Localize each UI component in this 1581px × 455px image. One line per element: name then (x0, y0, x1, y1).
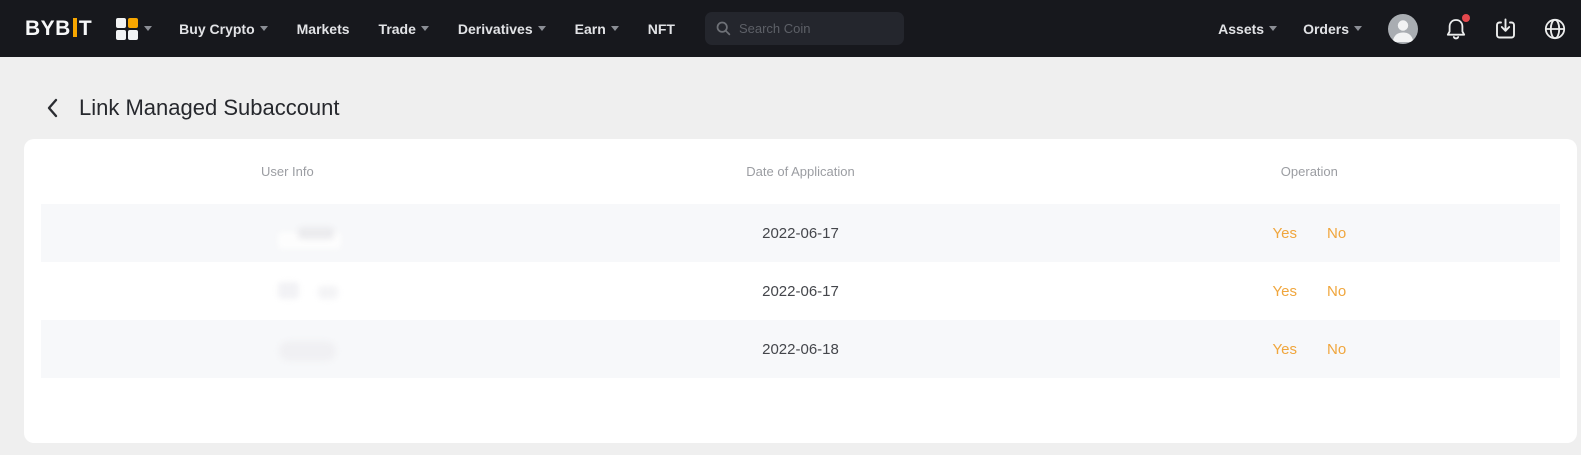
operation-cell: Yes No (1059, 225, 1560, 242)
language-button[interactable] (1543, 17, 1567, 41)
bybit-logo[interactable]: BYB T (25, 17, 92, 41)
user-avatar-icon (1392, 19, 1414, 42)
top-navbar: BYB T Buy Crypto Markets Trade Derivativ… (0, 0, 1581, 57)
operation-cell: Yes No (1059, 341, 1560, 358)
globe-icon (1544, 18, 1566, 39)
logo-text-right: T (78, 16, 93, 40)
apps-menu-button[interactable] (116, 17, 153, 40)
back-button[interactable] (46, 98, 58, 118)
page-header: Link Managed Subaccount (0, 57, 1581, 121)
notification-dot (1462, 13, 1470, 22)
chevron-down-icon (610, 26, 619, 31)
nav-item-label: Markets (296, 20, 350, 37)
nav-item-label: Assets (1218, 20, 1265, 37)
bell-icon (1446, 18, 1466, 39)
apps-grid-icon (116, 17, 139, 40)
approve-link[interactable]: Yes (1272, 340, 1297, 358)
table-row: 2022-06-18 Yes No (41, 320, 1560, 378)
notifications-button[interactable] (1444, 13, 1470, 42)
table-row: 2022-06-17 Yes No (41, 262, 1560, 320)
nav-item-derivatives[interactable]: Derivatives (458, 21, 546, 37)
navbar-right: Assets Orders (1218, 13, 1573, 44)
search-coin-box[interactable] (704, 12, 904, 45)
reject-link[interactable]: No (1327, 282, 1347, 300)
download-app-button[interactable] (1494, 17, 1517, 41)
nav-item-label: Derivatives (457, 20, 533, 37)
application-date: 2022-06-17 (762, 282, 839, 300)
page-title: Link Managed Subaccount (79, 95, 340, 120)
reject-link[interactable]: No (1327, 340, 1347, 358)
nav-item-markets[interactable]: Markets (297, 21, 350, 37)
user-info-cell (41, 320, 542, 378)
nav-item-label: Orders (1303, 20, 1349, 37)
approve-link[interactable]: Yes (1272, 224, 1297, 242)
nav-item-label: NFT (647, 20, 675, 37)
main-navigation: Buy Crypto Markets Trade Derivatives Ear… (179, 21, 675, 37)
nav-item-label: Buy Crypto (179, 20, 255, 37)
operation-cell: Yes No (1059, 283, 1560, 300)
table-header-row: User Info Date of Application Operation (41, 139, 1560, 204)
column-header-operation: Operation (1280, 164, 1338, 179)
application-date: 2022-06-18 (762, 340, 839, 358)
logo-orange-i (72, 17, 77, 37)
chevron-down-icon (259, 26, 268, 31)
redacted-user-info (278, 282, 299, 299)
nav-item-nft[interactable]: NFT (648, 21, 675, 37)
column-header-date: Date of Application (746, 164, 855, 179)
redacted-user-info (318, 286, 338, 299)
nav-item-label: Trade (378, 20, 416, 37)
download-icon (1496, 18, 1515, 38)
chevron-down-icon (537, 26, 546, 31)
chevron-down-icon (420, 26, 429, 31)
nav-item-buy-crypto[interactable]: Buy Crypto (179, 20, 268, 37)
subaccount-table-card: User Info Date of Application Operation … (24, 139, 1577, 443)
chevron-left-icon (47, 98, 58, 118)
nav-item-orders[interactable]: Orders (1303, 21, 1362, 37)
reject-link[interactable]: No (1327, 224, 1347, 242)
redacted-user-info (298, 227, 334, 239)
logo-text-left: BYB (25, 16, 71, 40)
chevron-down-icon (1354, 26, 1362, 31)
application-date: 2022-06-17 (762, 224, 839, 242)
nav-item-trade[interactable]: Trade (379, 21, 429, 37)
table-row: 2022-06-17 Yes No (41, 204, 1560, 262)
approve-link[interactable]: Yes (1272, 282, 1297, 300)
user-info-cell (41, 204, 542, 262)
redacted-user-info (279, 341, 336, 361)
user-info-cell (41, 262, 542, 320)
chevron-down-icon (144, 26, 153, 31)
account-avatar[interactable] (1388, 13, 1418, 44)
nav-item-assets[interactable]: Assets (1218, 20, 1278, 37)
search-input[interactable] (738, 21, 879, 36)
search-icon (716, 21, 731, 36)
column-header-user-info: User Info (261, 164, 314, 179)
chevron-down-icon (1269, 26, 1278, 31)
nav-item-label: Earn (574, 20, 606, 37)
nav-item-earn[interactable]: Earn (575, 21, 619, 37)
